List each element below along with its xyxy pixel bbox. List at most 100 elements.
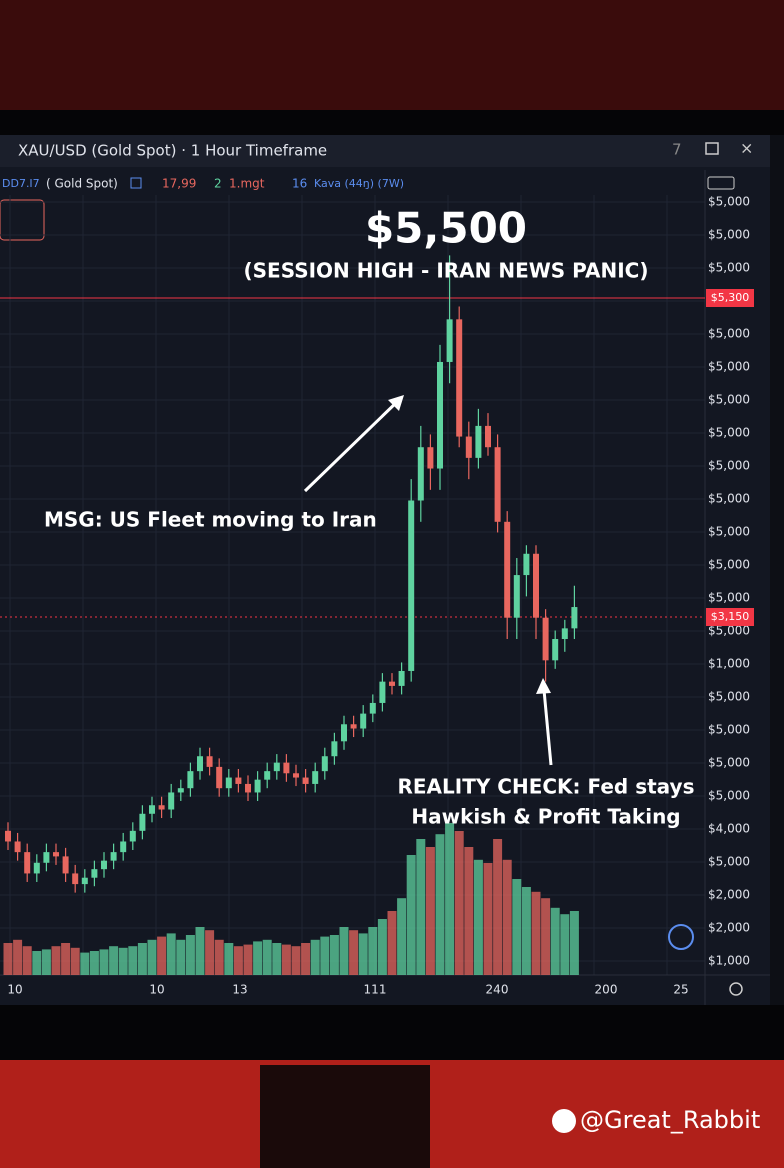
volume-bar (166, 933, 176, 975)
volume-bar (61, 943, 71, 975)
indicator-button[interactable] (0, 199, 45, 241)
volume-bar (32, 951, 42, 975)
candle-body (81, 877, 88, 885)
candle-body (91, 869, 98, 878)
candle-body (341, 724, 347, 742)
candle-body (321, 756, 328, 772)
volume-bar (147, 939, 157, 975)
price-label: $5,000 (708, 690, 750, 704)
price-label: $2,000 (708, 888, 750, 902)
price-label: $5,000 (708, 591, 750, 605)
volume-bar (329, 935, 339, 975)
volume-bar (310, 939, 320, 975)
message: MSG: US Fleet moving to Iran (44, 508, 377, 532)
candle-body (283, 762, 290, 774)
info-value: 17,99 (162, 177, 196, 191)
volume-bar (253, 941, 263, 975)
volume-bar (512, 879, 522, 975)
price-label: $5,000 (708, 426, 750, 440)
candle-body (312, 771, 319, 784)
price-label: $5,000 (708, 492, 750, 506)
reality-check: Hawkish & Profit Taking (411, 805, 680, 829)
grid (0, 170, 770, 1005)
candle-body (43, 852, 50, 863)
volume-bar (339, 927, 349, 975)
volume-bar (569, 911, 579, 975)
candle-body (379, 681, 386, 703)
candle-body (129, 830, 136, 842)
candle-body (302, 777, 309, 784)
volume-bar (205, 930, 215, 975)
volume-bar (483, 863, 493, 975)
time-label: 13 (232, 983, 247, 997)
candle-body (571, 607, 578, 629)
price-label: $5,000 (708, 261, 750, 275)
candle-body (177, 788, 184, 793)
minimize[interactable]: 7 (672, 141, 682, 159)
icon (130, 177, 142, 189)
candle-body (456, 319, 463, 437)
candle-body (206, 756, 213, 767)
candle-body (110, 852, 117, 861)
facebook-icon (552, 1109, 576, 1133)
volume-bar (541, 898, 551, 975)
volume-bar (70, 947, 80, 975)
candle-body (389, 681, 395, 686)
volume-bar (22, 946, 32, 975)
maximize[interactable] (705, 142, 719, 155)
volume-bar (214, 939, 224, 975)
close[interactable]: × (740, 139, 753, 158)
subheadline: (SESSION HIGH - IRAN NEWS PANIC) (244, 259, 649, 283)
wall (0, 0, 784, 115)
volume-bar (118, 947, 128, 975)
price-label: $5,000 (708, 789, 750, 803)
info-unit: 1.mgt (229, 177, 265, 191)
volume-bar (80, 952, 90, 975)
volume-bar (454, 831, 464, 975)
candle-body (427, 447, 434, 469)
candle-body (533, 553, 539, 618)
volume-bar (358, 933, 368, 975)
candle-body (542, 617, 549, 661)
candle-body (168, 792, 175, 810)
volume-bar (550, 907, 560, 975)
volume-bar (502, 859, 512, 975)
candle-body (158, 805, 165, 810)
window-title: XAU/USD (Gold Spot) · 1 Hour Timeframe (18, 142, 327, 160)
price-label: $1,000 (708, 657, 750, 671)
volume-bar (233, 946, 243, 975)
candle-body (24, 852, 31, 874)
settings[interactable] (729, 982, 743, 996)
volume-bar (387, 911, 397, 975)
candle-body (53, 852, 59, 857)
candle-body (264, 771, 271, 780)
axis-button[interactable] (707, 176, 735, 190)
time-label: 25 (673, 983, 688, 997)
info-interval: 2 (214, 177, 222, 191)
volume-bar (137, 943, 147, 975)
candle-body (235, 777, 242, 784)
volume-bar (435, 834, 445, 975)
symbol-name: ( Gold Spot) (46, 177, 118, 191)
volume-bar (243, 944, 253, 975)
candle-body (62, 856, 69, 874)
arrow-reality (542, 689, 553, 766)
candle-body (561, 628, 568, 640)
price-badge-label: $5,300 (711, 291, 750, 304)
candle-body (293, 773, 299, 778)
candle-body (504, 521, 511, 618)
volume-bar (349, 930, 359, 975)
volume-bar (445, 823, 455, 975)
volume-bar (416, 839, 426, 975)
clock-button[interactable] (668, 924, 694, 950)
candle-body (225, 777, 232, 789)
volume-bar (368, 927, 378, 975)
candle-body (101, 860, 107, 870)
candle-body (475, 425, 482, 458)
time-label: 10 (149, 983, 164, 997)
candle-body (417, 447, 424, 501)
arrow-head (388, 395, 404, 411)
volume-bar (51, 946, 61, 975)
volume-bar (157, 936, 167, 975)
candle-body (149, 805, 155, 814)
